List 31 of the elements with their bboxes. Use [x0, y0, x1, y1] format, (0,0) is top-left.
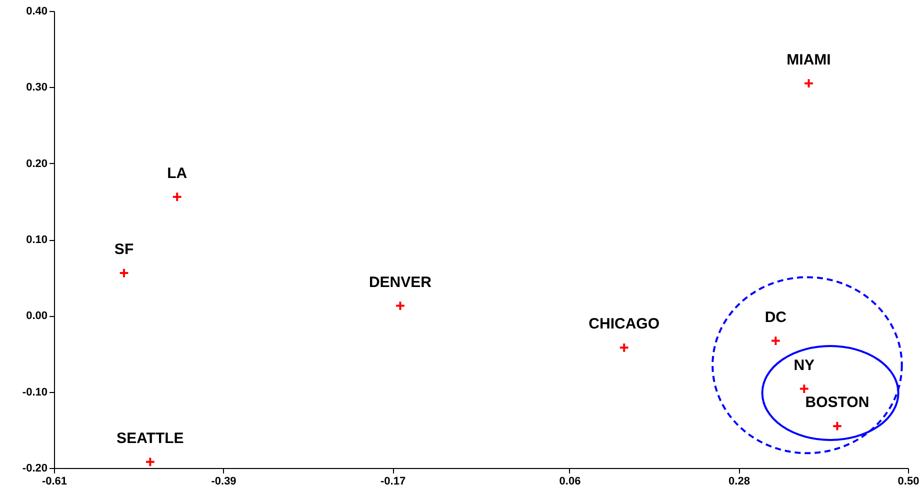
annotation: NY: [794, 356, 815, 374]
point: [832, 420, 842, 432]
x-tick-label: 0.06: [559, 476, 581, 488]
annotation: BOSTON: [805, 394, 870, 412]
annotation: LA: [167, 164, 188, 182]
point: [144, 456, 156, 468]
annotation: MIAMI: [786, 51, 831, 68]
y-tick-label: 0.20: [26, 158, 48, 170]
annotation: DENVER: [368, 274, 432, 291]
annotation: SEATTLE: [116, 430, 184, 447]
annotation: CHICAGO: [588, 316, 660, 333]
x-tick-label: 0.28: [728, 476, 750, 488]
x-tick-label: -0.61: [42, 476, 68, 488]
x-tick-label: -0.17: [380, 476, 406, 488]
point: [618, 342, 630, 353]
x-tick-label: 0.50: [898, 476, 920, 488]
y-tick-label: 0.10: [26, 234, 48, 246]
point: [118, 268, 130, 278]
point: [770, 336, 781, 346]
point: [804, 78, 814, 89]
y-tick-label: -0.20: [22, 462, 48, 474]
point: [798, 384, 810, 394]
y-tick-label: -0.10: [22, 386, 48, 398]
point: [172, 192, 182, 202]
annotation: SF: [114, 241, 134, 258]
y-tick-label: 0.30: [26, 82, 48, 94]
annotation: DC: [764, 308, 787, 326]
y-tick-label: 0.40: [26, 6, 48, 18]
x-tick-label: -0.39: [211, 476, 236, 488]
y-tick-label: 0.00: [26, 310, 48, 322]
point: [395, 300, 406, 311]
